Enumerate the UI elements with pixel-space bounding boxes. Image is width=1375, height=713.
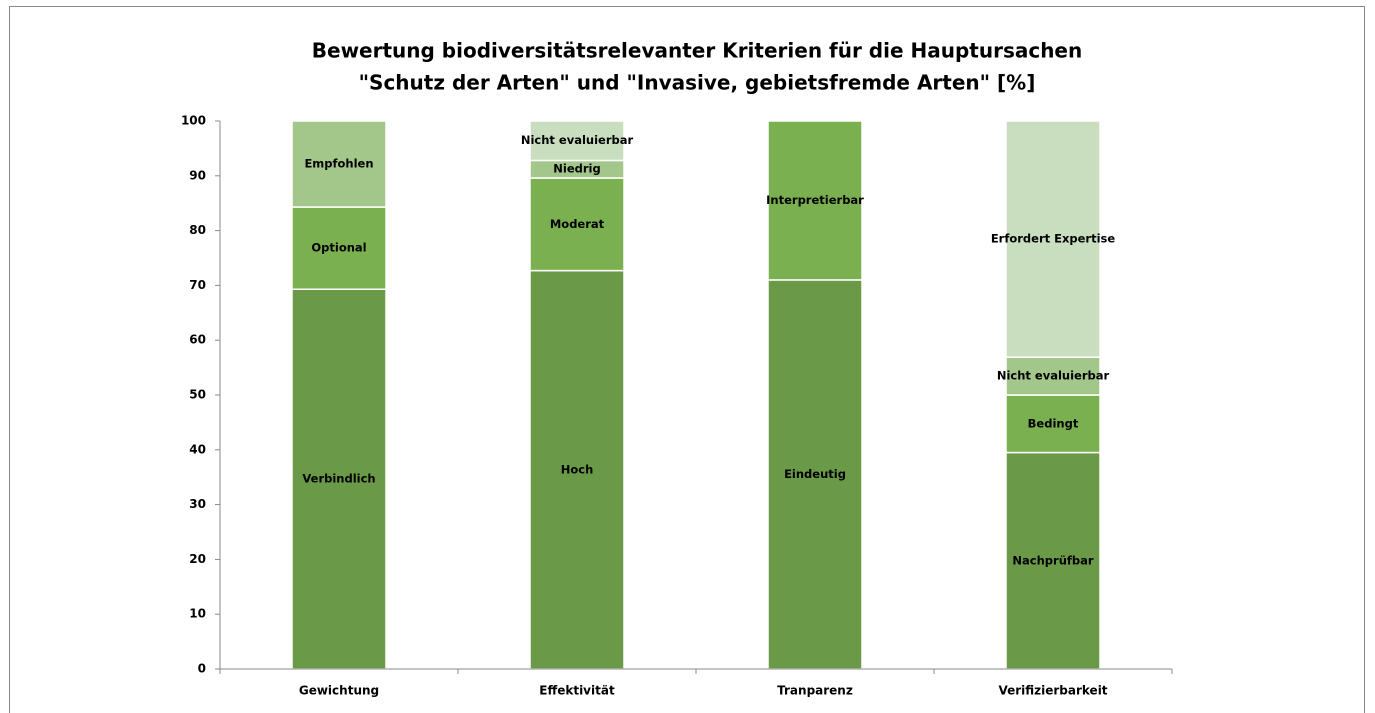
segment-label: Empfohlen <box>304 157 373 171</box>
y-tick-label: 0 <box>198 662 206 676</box>
bar-segment <box>1005 451 1101 670</box>
y-tick-label: 90 <box>189 168 206 182</box>
chart-frame <box>9 6 1365 713</box>
x-tick-label: Gewichtung <box>299 684 379 698</box>
y-tick-label: 100 <box>181 114 206 128</box>
x-tick-label: Effektivität <box>539 684 615 698</box>
bar-segment <box>291 120 387 208</box>
bar-segment <box>529 269 625 670</box>
bar-segment <box>291 288 387 670</box>
segment-label: Verbindlich <box>302 472 375 486</box>
segment-label: Hoch <box>561 462 594 476</box>
bar-segment <box>529 120 625 162</box>
x-tick-label: Verifizierbarkeit <box>998 684 1107 698</box>
segment-label: Eindeutig <box>784 467 846 481</box>
y-tick-label: 50 <box>189 388 206 402</box>
bar-segment <box>1005 120 1101 358</box>
y-tick-label: 70 <box>189 278 206 292</box>
bar-segment <box>767 120 863 281</box>
segment-label: Erfordert Expertise <box>991 232 1116 246</box>
y-tick-label: 40 <box>189 442 206 456</box>
y-tick-label: 30 <box>189 497 206 511</box>
segment-label: Nachprüfbar <box>1012 553 1093 567</box>
segment-label: Optional <box>311 241 366 255</box>
bar-segment <box>529 177 625 272</box>
segment-label: Nicht evaluierbar <box>521 133 634 147</box>
bar-segment <box>767 279 863 670</box>
y-tick-label: 10 <box>189 607 206 621</box>
segment-label: Nicht evaluierbar <box>997 369 1110 383</box>
segment-label: Interpretierbar <box>766 193 864 207</box>
y-tick-label: 20 <box>189 552 206 566</box>
chart-title: "Schutz der Arten" und "Invasive, gebiet… <box>359 71 1036 95</box>
x-tick-label: Tranparenz <box>777 684 853 698</box>
segment-label: Moderat <box>550 217 605 231</box>
bar-segment <box>291 206 387 290</box>
segment-label: Niedrig <box>553 162 600 176</box>
y-tick-label: 80 <box>189 223 206 237</box>
chart-title: Bewertung biodiversitätsrelevanter Krite… <box>312 39 1082 63</box>
bar-segment <box>1005 394 1101 454</box>
segment-label: Bedingt <box>1028 416 1079 430</box>
y-tick-label: 60 <box>189 333 206 347</box>
